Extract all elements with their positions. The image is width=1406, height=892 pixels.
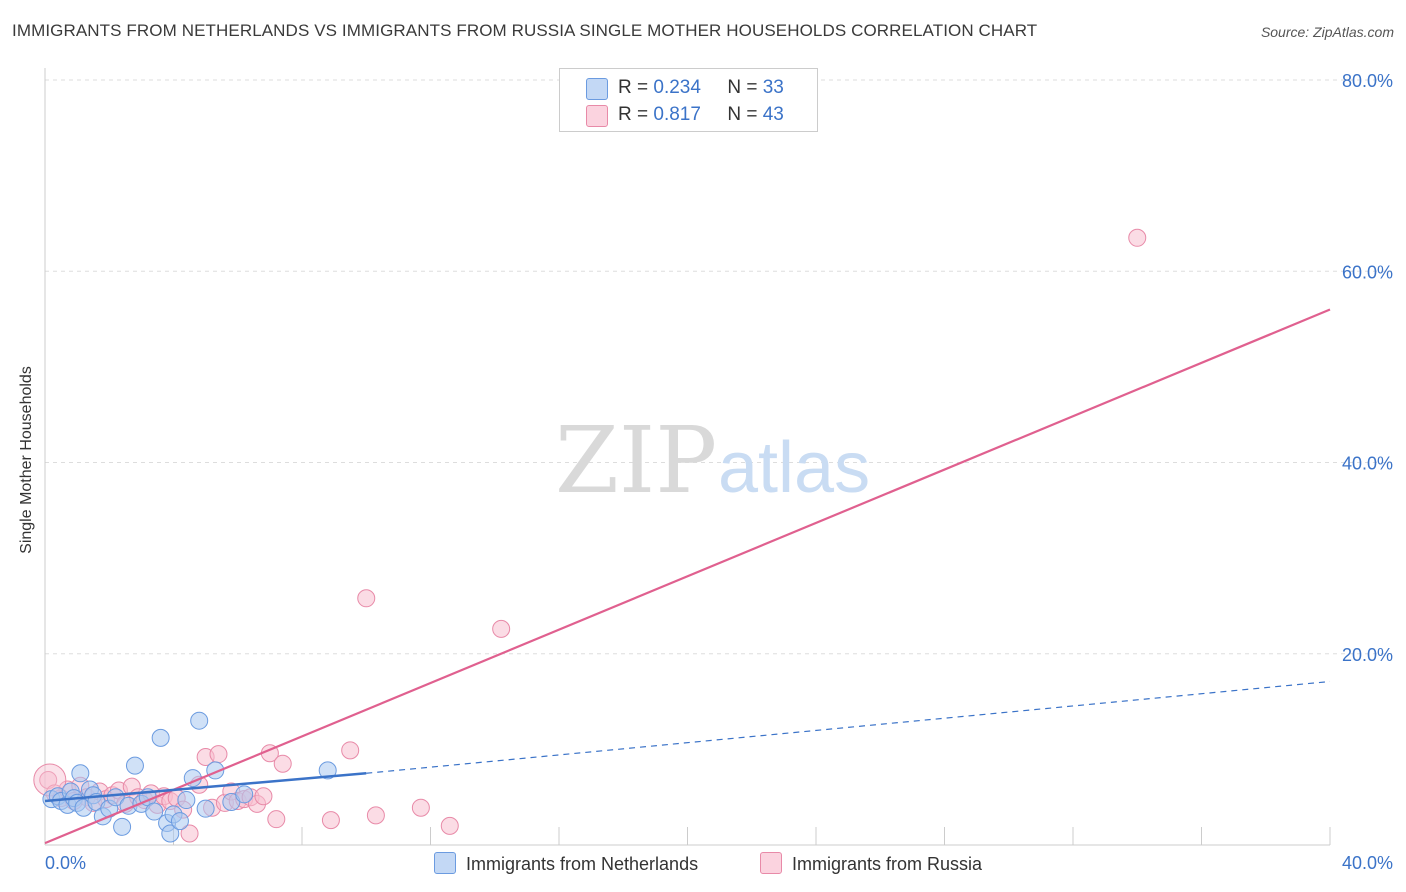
netherlands-swatch [586,78,608,100]
y-tick-labels: 20.0% 40.0% 60.0% 80.0% [1342,71,1393,665]
russia-point [209,745,228,764]
x-axis [44,827,1331,846]
netherlands-points [42,711,337,843]
netherlands-point [196,799,215,818]
russia-point [321,811,340,830]
russia-point [357,589,376,608]
russia-point [341,741,360,760]
netherlands-point [190,711,209,730]
netherlands-point [177,791,196,810]
watermark: ZIP atlas [555,407,870,514]
x-tick-labels: 0.0% 40.0% [45,853,1393,873]
trend-lines [44,308,1331,845]
netherlands-point [71,764,90,783]
netherlands-point [170,812,189,831]
netherlands-trend-solid [44,772,367,803]
netherlands-point [113,817,132,836]
netherlands-point [145,802,164,821]
x-tick-label: 40.0% [1342,853,1393,873]
series-legend-netherlands-label: Immigrants from Netherlands [466,854,699,874]
gridlines [44,68,1392,845]
x-tick-label: 0.0% [45,853,86,873]
source-credit: Source: ZipAtlas.com [1260,24,1394,40]
russia-r-label: R = [618,104,649,125]
netherlands-point [235,785,254,804]
russia-point [180,824,199,843]
netherlands-n-label: N = [727,77,758,98]
netherlands-r-value: 0.234 [653,77,701,98]
series-legend-russia-swatch [760,852,782,874]
russia-points [33,228,1147,843]
series-legend-netherlands-swatch [434,852,456,874]
netherlands-point [161,824,180,843]
russia-n-value: 43 [762,104,784,125]
netherlands-n-value: 33 [762,77,784,98]
russia-point [492,619,511,638]
y-axis-label: Single Mother Households [18,366,35,554]
watermark-zip: ZIP [555,407,717,514]
netherlands-point [151,728,170,747]
russia-r-value: 0.817 [653,104,701,125]
y-tick-label: 60.0% [1342,262,1393,282]
russia-point [366,806,385,825]
series-legend-russia: Immigrants from Russia [760,852,982,875]
netherlands-point [318,761,337,780]
russia-point [273,754,292,773]
russia-n-label: N = [727,104,758,125]
netherlands-r-label: R = [618,77,649,98]
netherlands-point [106,788,125,807]
y-tick-label: 80.0% [1342,71,1393,91]
watermark-atlas: atlas [718,428,870,508]
russia-point [411,798,430,817]
y-tick-label: 20.0% [1342,645,1393,665]
series-legend-netherlands: Immigrants from Netherlands [434,852,698,875]
russia-point [254,787,273,806]
netherlands-trend-dashed [366,680,1331,774]
russia-point [440,816,459,835]
russia-swatch [586,105,608,127]
russia-point [1128,228,1147,247]
correlation-legend: R = 0.234 N = 33 R = 0.817 N = 43 [559,68,818,132]
russia-trend-line [44,308,1331,845]
y-tick-label: 40.0% [1342,454,1393,474]
netherlands-point [125,756,144,775]
chart-title: IMMIGRANTS FROM NETHERLANDS VS IMMIGRANT… [12,21,1038,40]
series-legend-russia-label: Immigrants from Russia [792,854,983,874]
russia-point [267,810,286,829]
